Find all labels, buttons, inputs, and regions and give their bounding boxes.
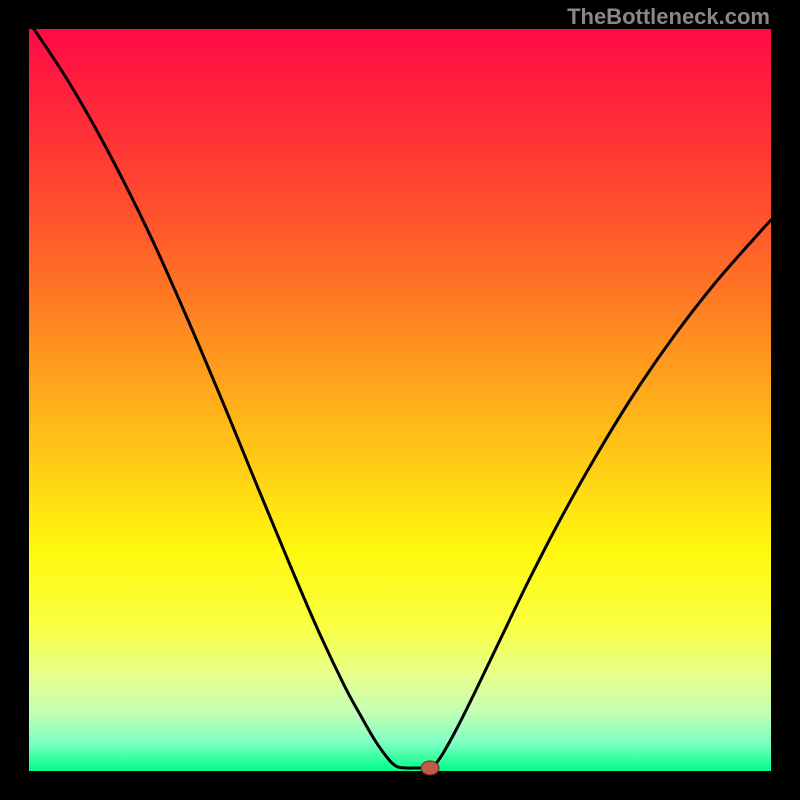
optimal-point-marker (421, 761, 439, 775)
chart-container: TheBottleneck.com (0, 0, 800, 800)
bottleneck-curve (34, 29, 771, 768)
curve-overlay (0, 0, 800, 800)
